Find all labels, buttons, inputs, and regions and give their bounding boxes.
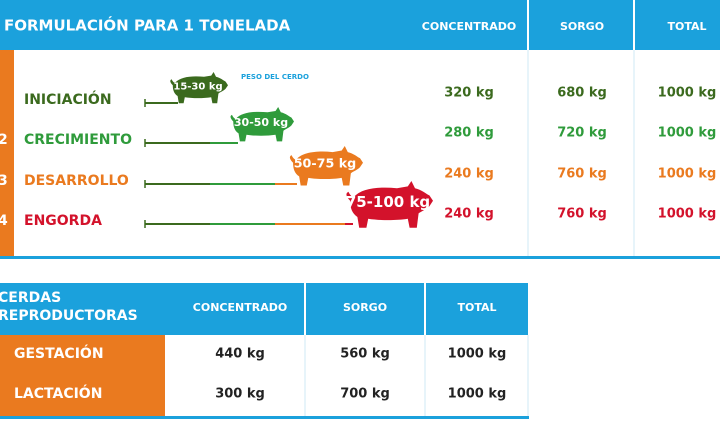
header-bar	[0, 283, 528, 335]
row-number: 2	[0, 132, 8, 148]
column-header: SORGO	[343, 301, 387, 314]
table-border	[0, 416, 529, 419]
table-border	[0, 256, 720, 259]
weight-label: 30-50 kg	[234, 116, 288, 129]
cell-value: 1000 kg	[448, 347, 507, 362]
pig-shape	[170, 72, 228, 104]
column-header: TOTAL	[667, 20, 706, 33]
cell-value: 440 kg	[215, 347, 265, 362]
weight-label: 75-100 kg	[346, 193, 430, 211]
cell-value: 760 kg	[557, 167, 607, 182]
cell-value: 1000 kg	[658, 86, 717, 101]
column-header: TOTAL	[457, 301, 496, 314]
cell-value: 280 kg	[444, 126, 494, 141]
column-header: SORGO	[560, 20, 604, 33]
cell-value: 760 kg	[557, 207, 607, 222]
pig-shape	[289, 146, 363, 186]
row-number: 4	[0, 213, 8, 229]
row-name: GESTACIÓN	[14, 344, 104, 362]
stage-name: CRECIMIENTO	[24, 132, 132, 148]
cell-value: 680 kg	[557, 86, 607, 101]
cell-value: 1000 kg	[658, 167, 717, 182]
weight-caption: PESO DEL CERDO	[241, 73, 309, 81]
cell-value: 720 kg	[557, 126, 607, 141]
cell-value: 240 kg	[444, 207, 494, 222]
cell-value: 560 kg	[340, 347, 390, 362]
pig-icon	[346, 181, 433, 228]
cell-value: 1000 kg	[658, 207, 717, 222]
header-bar	[0, 0, 720, 50]
cell-value: 320 kg	[444, 86, 494, 101]
pig-shape	[346, 181, 433, 228]
cell-value: 700 kg	[340, 387, 390, 402]
table-title: REPRODUCTORAS	[0, 308, 138, 324]
stage-name: ENGORDA	[24, 213, 102, 229]
stage-name: INICIACIÓN	[24, 90, 112, 108]
weight-label: 50-75 kg	[294, 156, 357, 171]
table-title: CERDAS	[0, 290, 61, 306]
cell-value: 1000 kg	[448, 387, 507, 402]
weight-label: 15-30 kg	[173, 81, 222, 92]
row-number: 3	[0, 173, 8, 189]
label-column	[0, 335, 165, 416]
number-strip	[0, 50, 14, 258]
cell-value: 240 kg	[444, 167, 494, 182]
cell-value: 300 kg	[215, 387, 265, 402]
pig-shape	[230, 107, 294, 142]
column-header: CONCENTRADO	[422, 20, 516, 33]
pig-icon	[230, 107, 294, 142]
pig-icon	[170, 72, 228, 104]
column-header: CONCENTRADO	[193, 301, 287, 314]
stage-name: DESARROLLO	[24, 173, 129, 189]
row-name: LACTACIÓN	[14, 384, 102, 402]
cell-value: 1000 kg	[658, 126, 717, 141]
table-title: FORMULACIÓN PARA 1 TONELADA	[4, 16, 291, 35]
pig-icon	[289, 146, 363, 186]
